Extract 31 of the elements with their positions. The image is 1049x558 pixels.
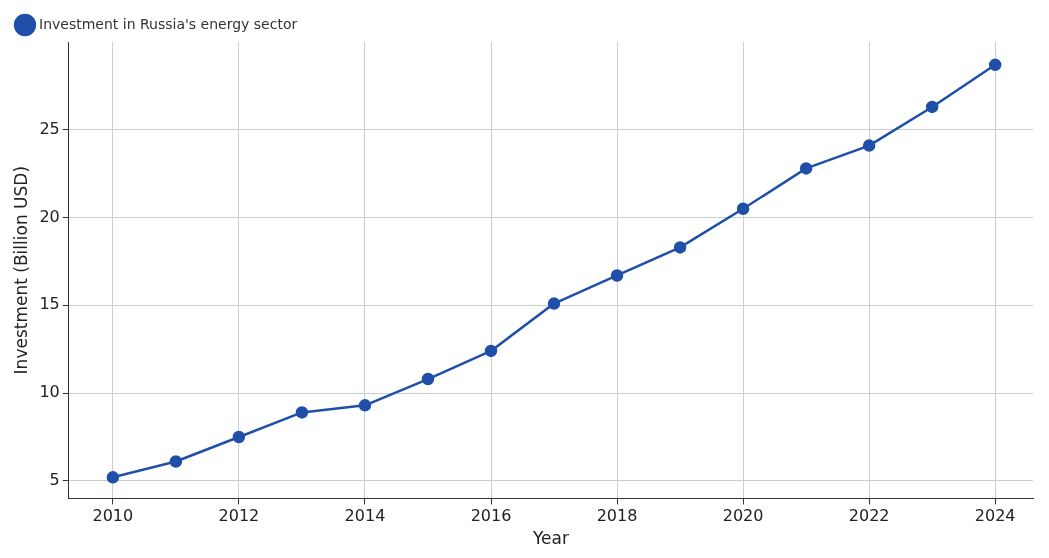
legend-label: Investment in Russia's energy sector: [39, 15, 298, 32]
x-tick-label: 2014: [344, 506, 386, 526]
point: [862, 139, 876, 152]
point: [295, 406, 309, 419]
x-tick-label: 2022: [848, 506, 890, 526]
y-tick-label: 20: [39, 206, 60, 226]
x-axis-title: Year: [531, 528, 569, 549]
y-tick-label: 25: [39, 118, 60, 138]
x-tick-label: 2016: [470, 506, 512, 526]
point: [799, 162, 813, 175]
x-tick-label: 2012: [218, 506, 260, 526]
y-axis-title: Investment (Billion USD): [10, 165, 31, 375]
point: [736, 202, 750, 216]
x-tick-label: 2024: [974, 506, 1016, 526]
point: [547, 297, 561, 310]
point: [421, 372, 435, 386]
y-tick-label: 15: [39, 294, 60, 314]
y-tick-label: 10: [39, 382, 60, 402]
point: [610, 269, 624, 282]
x-tick-label: 2018: [596, 506, 638, 526]
point: [988, 58, 1002, 72]
point: [484, 344, 498, 358]
point: [106, 471, 120, 484]
x-tick-label: 2010: [92, 506, 134, 526]
x-tick-label: 2020: [722, 506, 764, 526]
point: [169, 455, 183, 468]
point: [358, 399, 372, 412]
point: [925, 100, 939, 114]
point: [673, 241, 687, 254]
point: [232, 430, 246, 444]
y-tick-label: 5: [49, 470, 60, 489]
